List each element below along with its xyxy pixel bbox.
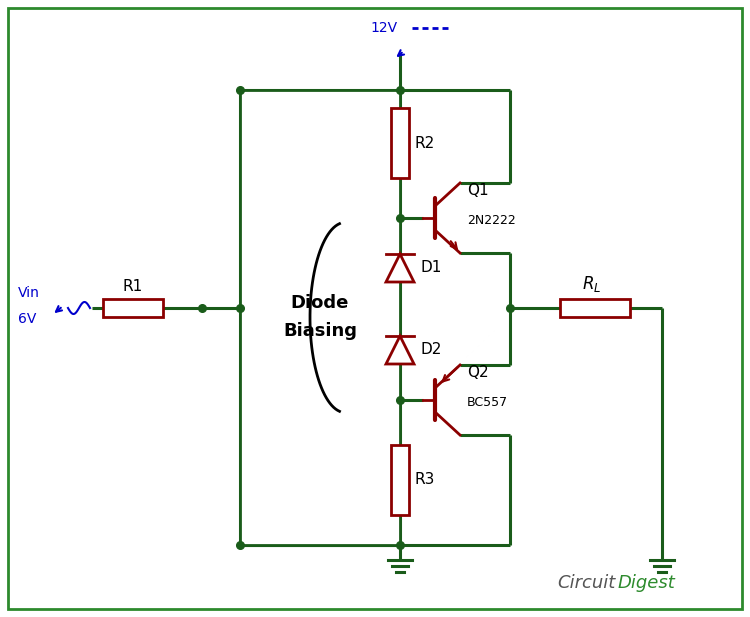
Text: D1: D1 [420, 260, 441, 276]
Text: Q1: Q1 [467, 183, 489, 198]
Text: Circuit: Circuit [558, 574, 616, 592]
Bar [560, 299, 630, 317]
Polygon shape [386, 336, 414, 364]
Text: Q2: Q2 [467, 365, 489, 380]
Text: D2: D2 [420, 342, 441, 357]
Text: R1: R1 [123, 279, 143, 294]
Polygon shape [386, 254, 414, 282]
Text: BC557: BC557 [467, 396, 509, 409]
Bar [391, 445, 409, 515]
Bar [103, 299, 163, 317]
Text: Vin: Vin [18, 286, 40, 300]
Text: Digest: Digest [618, 574, 676, 592]
Text: R2: R2 [414, 136, 434, 151]
Bar [391, 108, 409, 178]
Text: $R_L$: $R_L$ [582, 274, 602, 294]
Text: Biasing: Biasing [283, 323, 357, 341]
Text: Diode: Diode [291, 294, 350, 312]
Text: 12V: 12V [370, 21, 398, 35]
Text: 2N2222: 2N2222 [467, 214, 516, 227]
Text: 6V: 6V [18, 312, 36, 326]
Text: R3: R3 [414, 473, 434, 487]
Bar [240, 90, 400, 545]
